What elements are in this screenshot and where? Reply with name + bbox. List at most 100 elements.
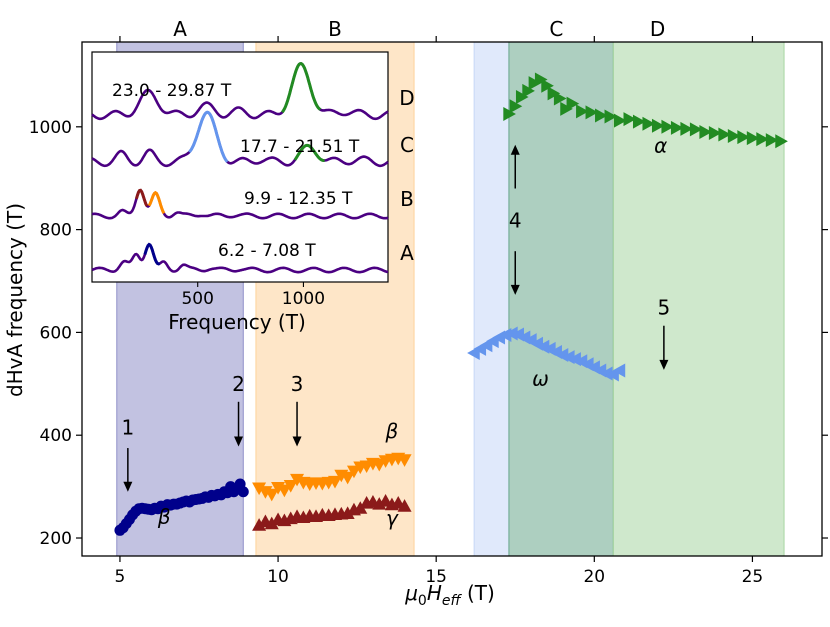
series-3-point-5	[498, 327, 512, 342]
top-label-b: B	[328, 17, 342, 41]
series-4-point-28	[737, 130, 750, 145]
series-4-point-29	[746, 131, 760, 146]
series-4-point-7	[547, 86, 561, 101]
branch-label-3: ω	[532, 366, 549, 390]
inset-trace-d	[91, 62, 389, 121]
inset-field-range-a: 6.2 - 7.08 T	[218, 241, 316, 261]
data-series	[114, 72, 788, 536]
series-1-point-5	[283, 479, 298, 493]
arrow-label-1: 1	[121, 416, 134, 440]
series-4-point-21	[670, 120, 684, 135]
arrow-label-3: 3	[291, 372, 304, 396]
series-4-point-3	[522, 83, 535, 98]
series-4-point-23	[689, 122, 703, 137]
x-axis-label: μ0Heff (T)	[404, 581, 495, 609]
arrow-5-head	[659, 359, 669, 370]
series-4-point-16	[623, 112, 637, 127]
arrow-4-b-head	[510, 284, 520, 295]
inset-spectra-panel: 6.2 - 7.08 T A 9.9 - 12.35 T B 17.7 - 21.51 …	[91, 51, 415, 334]
inset-x-tick-label-1: 1000	[282, 289, 325, 309]
arrow-annotations: 1 2 3 4 5	[121, 144, 671, 492]
arrow-1-head	[123, 481, 133, 492]
series-4-point-14	[604, 109, 618, 124]
inset-field-range-c: 17.7 - 21.51 T	[240, 137, 360, 157]
inset-trace-label-c: C	[400, 133, 414, 157]
branch-label-2: γ	[386, 506, 399, 530]
series-4-point-22	[680, 121, 694, 136]
series-3-point-6	[505, 326, 518, 341]
series-4-point-31	[765, 133, 779, 148]
series-4-point-9	[560, 101, 573, 116]
series-3-point-21	[599, 366, 613, 381]
branch-label-0: β	[157, 505, 171, 529]
series-4-point-2	[515, 89, 529, 104]
inset-trace-d-highlight-0	[281, 62, 322, 114]
inset-trace-a-highlight-0	[143, 242, 161, 266]
inset-trace-label-d: D	[399, 86, 414, 110]
series-1-point-4	[277, 484, 292, 498]
series-1-point-12	[327, 475, 342, 489]
series-4-point-19	[651, 118, 665, 133]
series-4-point-20	[661, 119, 675, 134]
series-4-point-15	[614, 113, 627, 128]
inset-field-range-b: 9.9 - 12.35 T	[244, 189, 353, 209]
series-2-point-0	[252, 518, 267, 531]
series-4-point-18	[642, 116, 656, 131]
series-4-point-1	[509, 99, 523, 114]
inset-x-ticks: 500 1000	[181, 282, 325, 309]
inset-x-axis-label: Frequency (T)	[168, 310, 306, 334]
inset-traces: 6.2 - 7.08 T A 9.9 - 12.35 T B 17.7 - 21.51 …	[91, 62, 415, 274]
series-4-point-12	[585, 105, 599, 120]
inset-trace-c	[91, 110, 389, 168]
inset-background	[91, 51, 389, 283]
arrow-2-head	[234, 436, 244, 447]
top-label-c: C	[549, 17, 563, 41]
x-axis-ticks: 5 10 15 20 25	[115, 36, 763, 587]
y-axis-label: dHvA frequency (T)	[3, 203, 27, 397]
series-4-point-13	[595, 108, 608, 123]
band-3	[508, 41, 614, 557]
x-tick-label-3: 20	[583, 567, 605, 587]
inset-x-tick-label-0: 500	[181, 289, 213, 309]
y-tick-label-3: 800	[40, 221, 72, 241]
series-4-point-17	[632, 114, 646, 129]
arrow-4-head	[510, 144, 520, 155]
series-4-point-25	[708, 125, 722, 140]
y-tick-label-1: 400	[40, 426, 72, 446]
inset-field-range-d: 23.0 - 29.87 T	[112, 81, 232, 101]
series-4-point-30	[756, 132, 769, 147]
top-label-a: A	[173, 17, 187, 41]
branch-label-1: β	[385, 419, 399, 443]
top-label-d: D	[650, 17, 665, 41]
series-0-point-39	[237, 486, 249, 498]
y-tick-label-4: 1000	[29, 118, 72, 138]
x-tick-label-1: 10	[267, 567, 289, 587]
inset-trace-label-a: A	[400, 241, 414, 265]
branch-labels: β β γ ω α	[157, 134, 667, 531]
arrow-label-4: 4	[509, 208, 522, 232]
series-1-point-23	[397, 454, 412, 467]
inset-trace-a	[91, 242, 389, 274]
series-2-point-14	[340, 506, 355, 519]
arrow-label-5: 5	[658, 296, 671, 320]
x-tick-label-0: 5	[115, 567, 126, 587]
series-4-point-5	[534, 72, 548, 87]
plot-frame	[81, 41, 823, 557]
series-4-point-11	[576, 104, 589, 119]
series-4-point-8	[553, 91, 567, 106]
series-4-point-4	[528, 76, 542, 91]
inset-trace-c-highlight-0	[188, 110, 229, 163]
arrow-3-head	[292, 436, 302, 447]
inset-trace-b-highlight-1	[147, 190, 166, 214]
arrow-label-2: 2	[232, 372, 245, 396]
branch-label-4: α	[654, 134, 667, 158]
series-4-point-24	[699, 124, 712, 139]
series-3-point-23	[612, 363, 626, 378]
inset-trace-label-b: B	[400, 187, 414, 211]
series-2-point-23	[397, 499, 412, 512]
y-axis-ticks: 200 400 600 800 1000	[29, 118, 828, 549]
series-4-point-32	[775, 134, 788, 149]
series-1-point-14	[340, 471, 355, 485]
inset-trace-b-highlight-0	[134, 188, 149, 207]
